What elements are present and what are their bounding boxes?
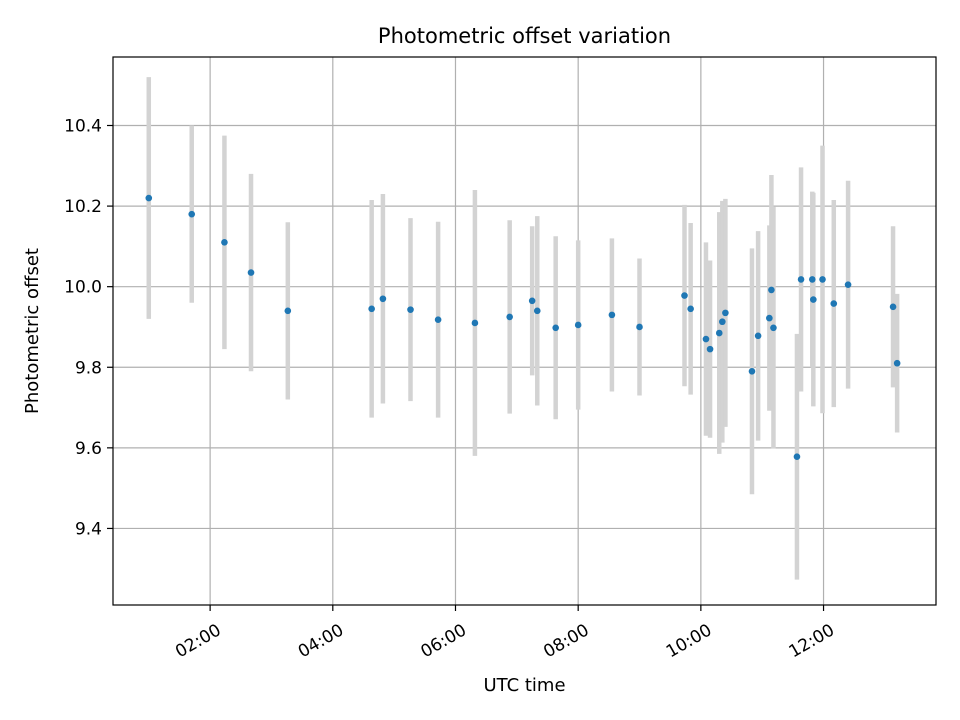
data-point bbox=[145, 194, 153, 202]
data-point bbox=[810, 296, 817, 303]
data-point bbox=[766, 314, 773, 322]
data-point bbox=[368, 305, 375, 313]
data-point bbox=[830, 300, 838, 307]
data-point bbox=[819, 276, 826, 283]
data-point bbox=[889, 303, 897, 311]
x-tick-label: 08:00 bbox=[540, 620, 592, 662]
y-tick-label: 9.6 bbox=[75, 439, 102, 459]
data-point bbox=[702, 335, 710, 343]
data-point bbox=[808, 276, 816, 283]
x-tick-label: 06:00 bbox=[418, 620, 470, 662]
data-point bbox=[528, 297, 536, 305]
data-point bbox=[797, 276, 805, 283]
data-point bbox=[893, 359, 901, 367]
data-point bbox=[379, 295, 387, 303]
data-point bbox=[247, 269, 255, 276]
data-point bbox=[768, 286, 775, 294]
data-point bbox=[793, 453, 801, 461]
data-point bbox=[715, 329, 723, 337]
data-point bbox=[533, 307, 541, 315]
data-point bbox=[681, 292, 688, 299]
data-point bbox=[552, 324, 559, 332]
y-tick-label: 10.2 bbox=[64, 197, 102, 217]
plot-area-frame bbox=[112, 56, 937, 606]
data-point bbox=[754, 332, 762, 340]
x-tick-label: 04:00 bbox=[295, 620, 347, 662]
data-point bbox=[407, 306, 414, 313]
x-tick-label: 02:00 bbox=[172, 620, 224, 662]
y-tick-label: 9.4 bbox=[75, 519, 102, 539]
data-points bbox=[145, 194, 901, 461]
error-bars bbox=[146, 77, 900, 580]
x-axis-label: UTC time bbox=[483, 675, 565, 696]
x-tick-label: 10:00 bbox=[663, 620, 715, 662]
data-point bbox=[636, 323, 643, 331]
data-point bbox=[574, 321, 582, 329]
x-axis: 02:00 04:00 06:00 08:00 10:00 12:00 bbox=[172, 605, 838, 662]
data-point bbox=[506, 313, 513, 321]
data-point bbox=[706, 345, 714, 353]
data-point bbox=[844, 281, 852, 288]
data-point bbox=[687, 305, 694, 313]
data-point bbox=[221, 239, 228, 246]
y-tick-label: 10.0 bbox=[64, 278, 102, 298]
data-point bbox=[284, 307, 292, 315]
data-point bbox=[188, 210, 196, 218]
data-point bbox=[748, 367, 756, 375]
data-point bbox=[722, 309, 729, 317]
data-point bbox=[471, 319, 479, 327]
y-axis: 9.4 9.6 9.8 10.0 10.2 10.4 bbox=[64, 117, 113, 539]
x-tick-label: 12:00 bbox=[786, 620, 838, 662]
data-point bbox=[770, 324, 777, 332]
y-tick-label: 10.4 bbox=[64, 117, 102, 137]
data-point bbox=[608, 311, 616, 319]
data-point bbox=[719, 318, 726, 326]
y-tick-label: 9.8 bbox=[75, 358, 102, 378]
data-point bbox=[434, 316, 442, 324]
y-axis-label: Photometric offset bbox=[22, 248, 43, 414]
chart-title: Photometric offset variation bbox=[378, 24, 671, 48]
